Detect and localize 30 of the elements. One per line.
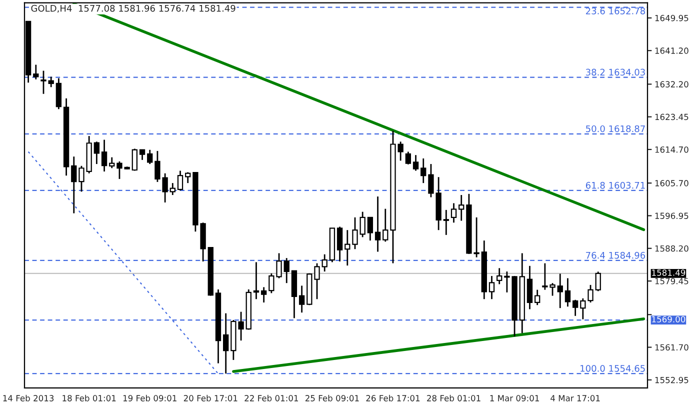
y-tick-label: 1596.95 <box>655 212 688 219</box>
x-tick-label: 18 Feb 01:01 <box>62 394 116 402</box>
x-tick-label: 20 Feb 17:01 <box>184 394 238 402</box>
annotation: 23.6 1652.78 <box>586 8 646 14</box>
y-tick-label: 1614.70 <box>655 146 688 153</box>
x-tick-label: 1 Mar 09:01 <box>490 395 539 402</box>
ref-line-label: 1569.00 <box>652 316 686 322</box>
ref-line-label: 1581.49 <box>652 270 686 276</box>
y-tick-label: 1552.95 <box>655 376 688 384</box>
y-tick-label: 1623.45 <box>655 114 688 120</box>
annotation: 100.0 1554.65 <box>580 364 645 372</box>
annotation: 76.4 1584.96 <box>586 252 646 259</box>
annotation: 61.8 1603.71 <box>586 182 645 189</box>
x-tick-label: 26 Feb 17:01 <box>366 394 420 402</box>
y-tick-label: 1561.70 <box>655 344 688 351</box>
y-tick-label: 1605.70 <box>655 180 688 186</box>
y-tick-label: 1641.20 <box>655 48 688 54</box>
x-tick-label: 14 Feb 2013 <box>3 394 54 402</box>
y-tick-label: 1579.45 <box>655 278 688 284</box>
y-tick-label: 1632.20 <box>655 81 688 88</box>
annotation: 50.0 1618.87 <box>586 125 645 132</box>
x-tick-label: 19 Feb 09:01 <box>123 394 176 402</box>
y-tick-label: 1649.95 <box>655 14 688 22</box>
x-tick-label: 25 Feb 09:01 <box>305 394 359 402</box>
chart-title: GOLD,H4 1577.08 1581.96 1576.74 1581.49 <box>31 4 236 13</box>
annotation: 38.2 1634.03 <box>586 68 645 76</box>
x-tick-label: 4 Mar 17:01 <box>550 395 600 402</box>
x-tick-label: 22 Feb 01:01 <box>244 394 298 402</box>
y-tick-label: 1588.20 <box>655 245 688 252</box>
x-tick-label: 28 Feb 01:01 <box>427 394 480 402</box>
